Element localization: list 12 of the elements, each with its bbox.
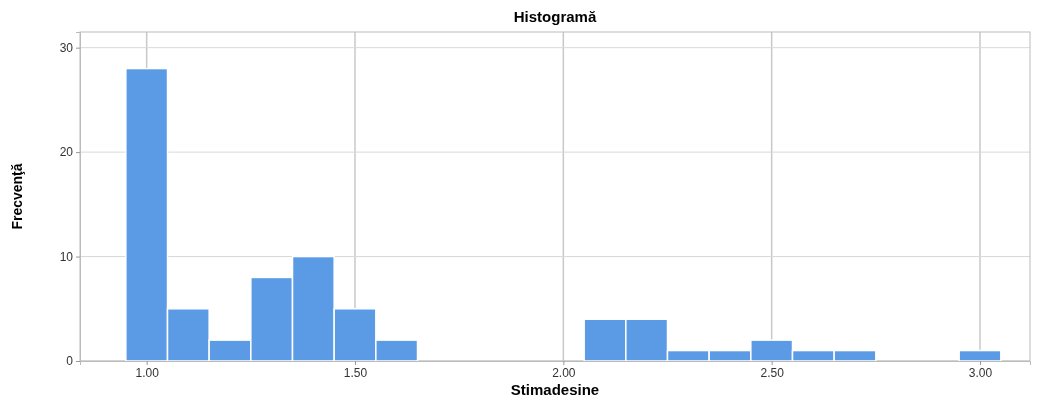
y-tick-label: 30 bbox=[59, 41, 74, 56]
chart-title: Histogramă bbox=[513, 8, 597, 25]
x-axis-title: Stimadesine bbox=[510, 381, 600, 398]
y-axis-title: Frecvenţă bbox=[9, 163, 25, 230]
x-tick-label: 1.50 bbox=[343, 365, 368, 380]
y-tick-label: 10 bbox=[59, 249, 74, 264]
x-tick-label: 3.00 bbox=[968, 365, 993, 380]
y-tick-label: 20 bbox=[59, 145, 74, 160]
x-tick-label: 2.50 bbox=[760, 365, 785, 380]
y-tick-label: 0 bbox=[66, 354, 74, 369]
x-tick-label: 1.00 bbox=[135, 365, 160, 380]
x-tick-label: 2.00 bbox=[552, 365, 576, 380]
